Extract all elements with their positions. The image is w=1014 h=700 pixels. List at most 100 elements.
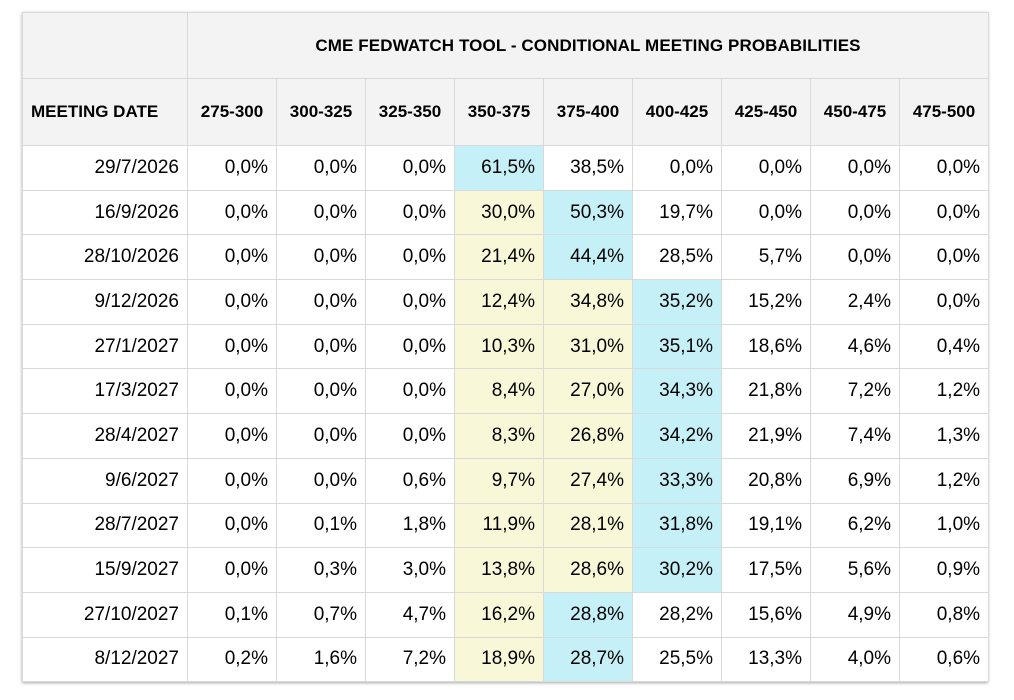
probability-cell: 7,4% [810, 413, 900, 459]
probability-cell: 13,3% [721, 636, 811, 683]
probability-cell: 0,0% [898, 189, 990, 236]
rate-range-header: 350-375 [454, 78, 544, 146]
table-row: 8/12/2027 0,2% 1,6% 7,2% 18,9% 28,7% 25,5% 13,3… [22, 636, 990, 683]
meeting-date-cell: 17/3/2027 [22, 368, 188, 415]
table-title: CME FEDWATCH TOOL - CONDITIONAL MEETING … [186, 12, 990, 79]
probability-cell: 28,1% [543, 502, 633, 549]
meeting-date-cell: 28/10/2026 [22, 234, 188, 281]
probability-cell: 0,0% [187, 502, 277, 549]
table-row: 15/9/2027 0,0% 0,3% 3,0% 13,8% 28,6% 30,2% 17,5… [22, 547, 990, 593]
table-row: 27/10/2027 0,1% 0,7% 4,7% 16,2% 28,8% 28,2% 15,… [22, 591, 990, 638]
probability-cell: 4,6% [810, 323, 900, 370]
probability-cell: 6,9% [810, 457, 900, 504]
meeting-date-cell: 28/4/2027 [22, 413, 188, 459]
meeting-date-cell: 15/9/2027 [22, 547, 188, 593]
probability-cell: 0,0% [365, 323, 455, 370]
probability-cell: 28,6% [543, 547, 633, 593]
probability-cell: 0,0% [365, 413, 455, 459]
probability-cell: 9,7% [454, 457, 544, 504]
probability-cell: 1,8% [365, 502, 455, 549]
probability-cell: 0,1% [187, 591, 277, 638]
probability-cell: 6,2% [810, 502, 900, 549]
probability-cell: 13,8% [454, 547, 544, 593]
probability-cell: 0,3% [276, 547, 366, 593]
probability-cell: 0,0% [898, 234, 990, 281]
probability-cell: 28,5% [632, 234, 722, 281]
probability-cell: 34,8% [543, 279, 633, 325]
probability-cell: 26,8% [543, 413, 633, 459]
meeting-date-cell: 9/12/2026 [22, 279, 188, 325]
probability-cell: 0,0% [632, 145, 722, 191]
probability-cell: 4,0% [810, 636, 900, 683]
probability-cell: 34,3% [632, 368, 722, 415]
probability-cell: 0,0% [365, 234, 455, 281]
probability-cell: 5,6% [810, 547, 900, 593]
probability-cell: 28,2% [632, 591, 722, 638]
probability-cell: 0,6% [898, 636, 990, 683]
probability-cell: 25,5% [632, 636, 722, 683]
probability-cell: 15,6% [721, 591, 811, 638]
probability-cell: 0,0% [187, 413, 277, 459]
meeting-date-cell: 29/7/2026 [22, 145, 188, 191]
table-row: 28/4/2027 0,0% 0,0% 0,0% 8,3% 26,8% 34,2% 21,9%… [22, 413, 990, 459]
probability-cell: 0,0% [721, 189, 811, 236]
probability-cell: 11,9% [454, 502, 544, 549]
probability-cell: 12,4% [454, 279, 544, 325]
table-row: 9/6/2027 0,0% 0,0% 0,6% 9,7% 27,4% 33,3% 20,8% 6… [22, 457, 990, 504]
probability-cell: 0,0% [187, 189, 277, 236]
meeting-date-cell: 27/1/2027 [22, 323, 188, 370]
meeting-date-header: MEETING DATE [22, 78, 188, 146]
probability-cell: 1,0% [898, 502, 990, 549]
rate-range-header: 475-500 [898, 78, 990, 146]
probability-cell: 0,0% [276, 323, 366, 370]
probability-cell: 17,5% [721, 547, 811, 593]
probability-cell: 28,7% [543, 636, 633, 683]
probability-cell: 0,0% [276, 368, 366, 415]
probability-cell: 35,1% [632, 323, 722, 370]
rate-range-header: 275-300 [187, 78, 277, 146]
probability-cell: 18,6% [721, 323, 811, 370]
rate-range-header: 400-425 [632, 78, 722, 146]
table-row: 28/7/2027 0,0% 0,1% 1,8% 11,9% 28,1% 31,8% 19,1… [22, 502, 990, 549]
probability-cell: 30,0% [454, 189, 544, 236]
probability-cell: 34,2% [632, 413, 722, 459]
table-row: 16/9/2026 0,0% 0,0% 0,0% 30,0% 50,3% 19,7% 0,0%… [22, 189, 990, 236]
probability-cell: 38,5% [543, 145, 633, 191]
probability-cell: 21,8% [721, 368, 811, 415]
probability-cell: 0,0% [187, 368, 277, 415]
meeting-date-cell: 8/12/2027 [22, 636, 188, 683]
table-row: 29/7/2026 0,0% 0,0% 0,0% 61,5% 38,5% 0,0% 0,0% 0… [22, 145, 990, 191]
table-body: 29/7/2026 0,0% 0,0% 0,0% 61,5% 38,5% 0,0% 0,0% 0… [22, 145, 990, 683]
probability-cell: 0,8% [898, 591, 990, 638]
probability-cell: 31,0% [543, 323, 633, 370]
probability-cell: 19,7% [632, 189, 722, 236]
probability-cell: 0,7% [276, 591, 366, 638]
probability-cell: 0,0% [365, 368, 455, 415]
meeting-date-cell: 28/7/2027 [22, 502, 188, 549]
table-row: 9/12/2026 0,0% 0,0% 0,0% 12,4% 34,8% 35,2% 15,2… [22, 279, 990, 325]
probability-cell: 15,2% [721, 279, 811, 325]
probability-cell: 0,1% [276, 502, 366, 549]
probability-cell: 0,0% [898, 145, 990, 191]
probability-cell: 0,0% [187, 279, 277, 325]
probability-cell: 0,0% [276, 145, 366, 191]
probability-cell: 10,3% [454, 323, 544, 370]
rate-range-header: 300-325 [276, 78, 366, 146]
probability-cell: 7,2% [810, 368, 900, 415]
probability-cell: 1,2% [898, 368, 990, 415]
probability-cell: 30,2% [632, 547, 722, 593]
probability-cell: 33,3% [632, 457, 722, 504]
header-corner-cell [22, 12, 188, 79]
probability-cell: 0,0% [187, 145, 277, 191]
probability-cell: 27,0% [543, 368, 633, 415]
probability-cell: 0,0% [810, 189, 900, 236]
fedwatch-table-panel: CME FEDWATCH TOOL - CONDITIONAL MEETING … [22, 12, 990, 683]
probability-cell: 28,8% [543, 591, 633, 638]
probability-cell: 16,2% [454, 591, 544, 638]
probability-cell: 2,4% [810, 279, 900, 325]
probability-cell: 0,0% [276, 189, 366, 236]
table-row: 27/1/2027 0,0% 0,0% 0,0% 10,3% 31,0% 35,1% 18,6… [22, 323, 990, 370]
meeting-date-cell: 27/10/2027 [22, 591, 188, 638]
probability-cell: 3,0% [365, 547, 455, 593]
probability-cell: 0,0% [276, 457, 366, 504]
